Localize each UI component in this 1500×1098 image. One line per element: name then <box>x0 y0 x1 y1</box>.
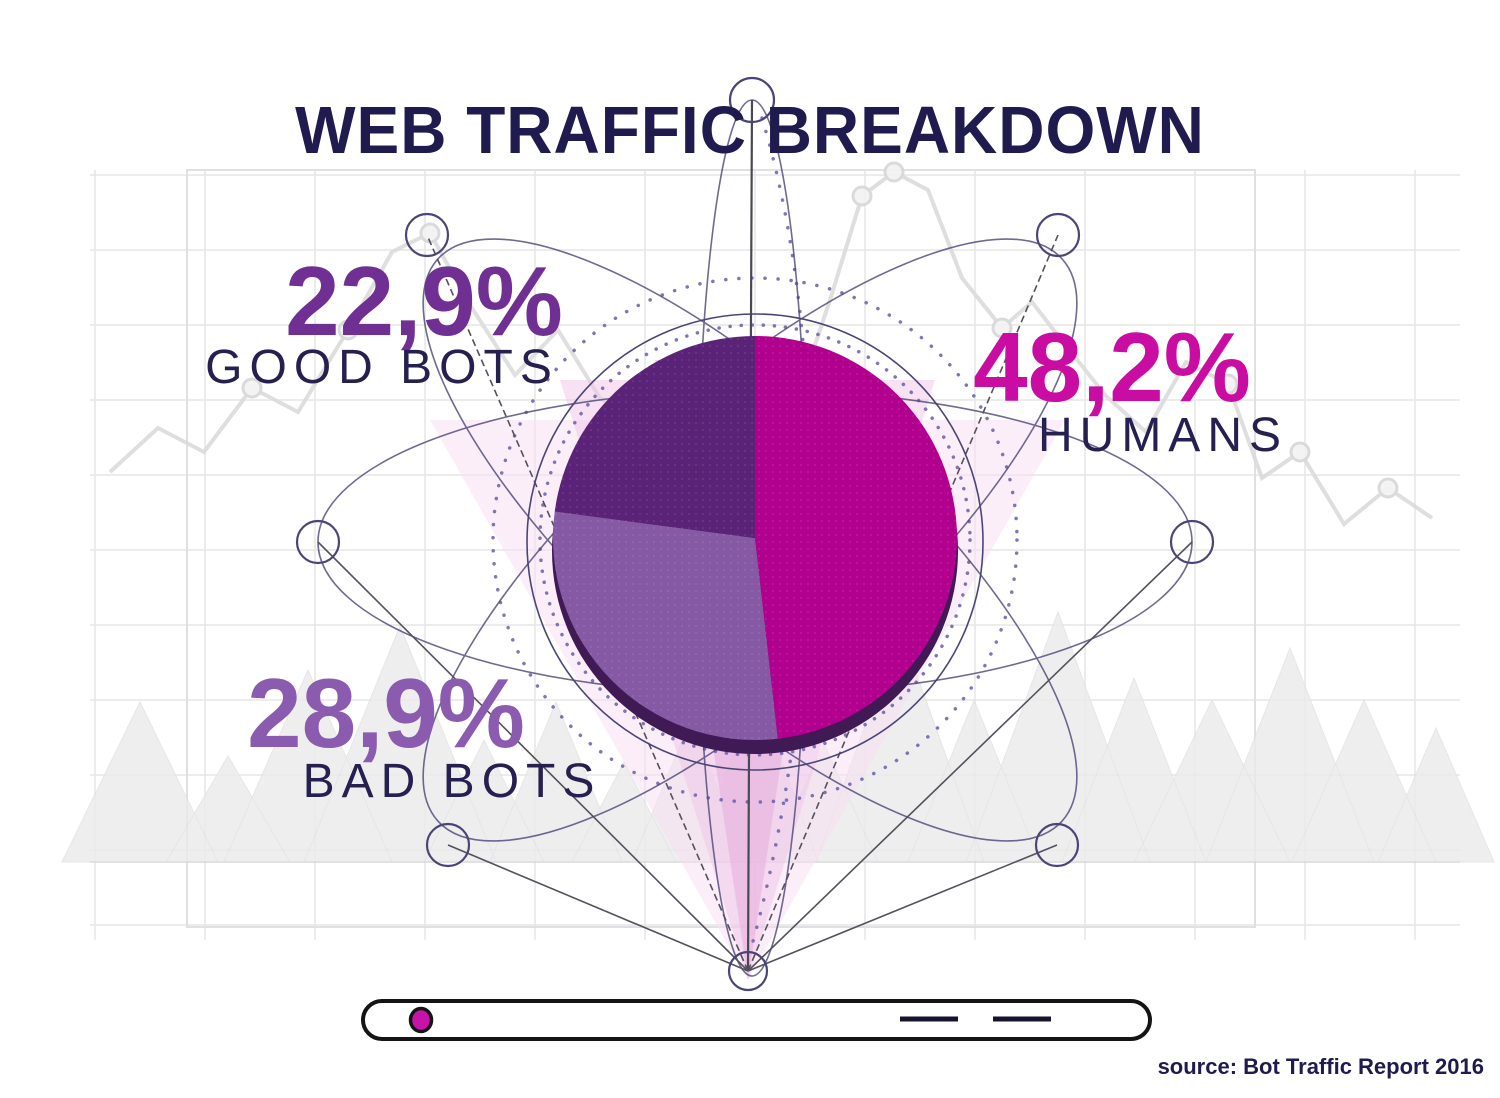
network-node-top <box>728 76 776 124</box>
network-line-bottom-left <box>447 844 749 972</box>
network-line-mid-left <box>317 541 749 972</box>
callout-good-bots-value: 22,9% <box>285 246 563 356</box>
callout-bad-bots-label: BAD BOTS <box>302 755 602 808</box>
page-title: WEB TRAFFIC BREAKDOWN <box>295 92 1205 168</box>
network-node-mid-left <box>295 519 341 565</box>
source-note: source: Bot Traffic Report 2016 <box>1157 1054 1484 1079</box>
network-node-bottom-right <box>1034 822 1080 868</box>
callout-good-bots-label: GOOD BOTS <box>205 341 559 394</box>
line-chart-decoration <box>108 161 1434 528</box>
network-node-upper-left <box>404 212 450 258</box>
dotted-ring-inner <box>538 323 972 757</box>
dotted-ring-outer <box>491 276 1019 804</box>
callout-humans-value: 48,2% <box>973 312 1251 422</box>
callout-humans-label: HUMANS <box>1037 409 1289 462</box>
network-node-mid-right <box>1169 519 1215 565</box>
pie-texture <box>553 336 957 740</box>
network-node-apex <box>727 950 769 992</box>
callout-bad-bots-value: 28,9% <box>247 658 525 768</box>
laptop-bar <box>361 999 1152 1041</box>
network-node-bottom-left <box>425 822 471 868</box>
network-line-mid-right <box>747 541 1193 972</box>
network-node-upper-right <box>1035 212 1081 258</box>
power-dot-icon <box>408 1006 434 1034</box>
network-line-bottom-right <box>747 844 1058 972</box>
pie-outline <box>526 313 984 771</box>
